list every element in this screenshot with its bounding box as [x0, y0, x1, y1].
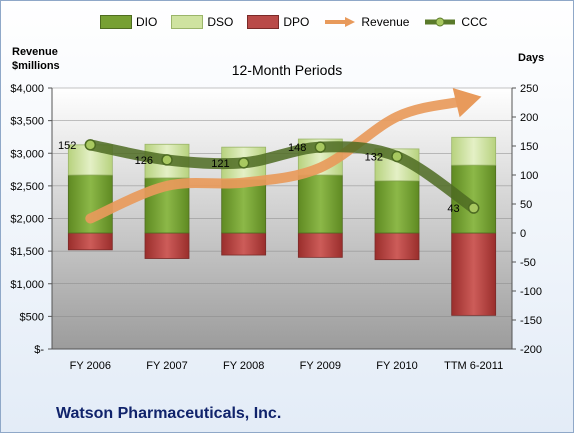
dio-swatch — [100, 15, 132, 29]
ccc-point — [314, 141, 327, 153]
dso-bar — [451, 136, 497, 166]
y-left-tick-label: $1,500 — [10, 246, 44, 258]
dpo-bar — [144, 232, 190, 259]
y-right-tick-label: 150 — [520, 141, 538, 153]
dso-swatch — [171, 15, 204, 29]
ccc-point — [391, 150, 403, 163]
revenue-arrowhead — [452, 88, 482, 118]
company-name: Watson Pharmaceuticals, Inc. — [56, 405, 282, 422]
y-left-tick-label: $500 — [20, 311, 44, 323]
y-left-tick-label: $- — [34, 344, 44, 356]
chart-title: 12-Month Periods — [231, 62, 343, 78]
x-tick-label: FY 2007 — [146, 360, 187, 372]
y-axis-left-label-line: Revenue — [12, 46, 58, 58]
x-tick-label: TTM 6-2011 — [444, 360, 503, 372]
ccc-point — [161, 154, 173, 166]
dio-bar — [221, 179, 267, 234]
legend-ccc-label: CCC — [461, 15, 488, 29]
y-axis-left-label-line: $millions — [12, 60, 60, 72]
legend-revenue: Revenue — [323, 15, 409, 29]
y-right-tick-label: 200 — [520, 112, 538, 124]
ccc-line-icon — [425, 17, 456, 27]
dpo-bar — [221, 232, 267, 256]
y-left-tick-label: $4,000 — [10, 83, 44, 95]
x-tick-label: FY 2008 — [223, 360, 264, 372]
dio-bar — [297, 174, 343, 234]
ccc-data-label: 43 — [447, 203, 459, 215]
dio-bar — [374, 180, 420, 234]
chart-legend: DIO DSO DPO Revenue CCC — [100, 10, 501, 34]
y-left-tick-label: $3,000 — [10, 148, 44, 160]
ccc-data-label: 148 — [288, 142, 306, 154]
dpo-swatch — [247, 15, 280, 29]
y-right-tick-label: 50 — [520, 199, 532, 211]
dpo-bar — [67, 232, 113, 251]
x-tick-label: FY 2006 — [70, 360, 111, 372]
y-right-tick-label: 250 — [520, 83, 538, 95]
ccc-point — [467, 202, 480, 214]
ccc-point — [237, 157, 250, 169]
y-right-tick-label: -200 — [520, 344, 542, 356]
dio-bar — [67, 174, 113, 234]
ccc-point — [84, 139, 97, 151]
ccc-data-label: 152 — [58, 140, 76, 152]
y-right-tick-label: 0 — [520, 228, 526, 240]
legend-dpo: DPO — [247, 15, 309, 29]
revenue-arrow-icon — [325, 17, 356, 27]
y-axis-left-label: Revenue $millions — [12, 45, 60, 73]
dpo-bar — [374, 232, 420, 261]
ccc-data-label: 132 — [365, 151, 383, 163]
legend-ccc: CCC — [423, 15, 487, 29]
y-axis-right-label: Days — [518, 52, 545, 64]
y-left-tick-label: $2,000 — [10, 214, 44, 226]
ccc-data-label: 121 — [211, 158, 229, 170]
y-left-tick-label: $1,000 — [10, 279, 44, 291]
y-right-tick-label: -50 — [520, 257, 536, 269]
y-right-tick-label: -100 — [520, 286, 542, 298]
dpo-bar — [297, 232, 343, 258]
legend-dio-label: DIO — [136, 15, 158, 29]
y-left-tick-label: $3,500 — [10, 116, 44, 128]
legend-dpo-label: DPO — [283, 15, 310, 29]
y-right-tick-label: -150 — [520, 315, 542, 327]
legend-dio: DIO — [100, 15, 157, 29]
legend-dso: DSO — [171, 15, 233, 29]
y-right-tick-label: 100 — [520, 170, 538, 182]
y-left-tick-label: $2,500 — [10, 181, 44, 193]
ccc-data-label: 126 — [135, 155, 153, 167]
legend-dso-label: DSO — [207, 15, 234, 29]
legend-revenue-label: Revenue — [361, 15, 410, 29]
x-tick-label: FY 2010 — [376, 360, 417, 372]
dpo-bar — [451, 232, 497, 316]
ccc-line — [84, 139, 480, 214]
x-tick-label: FY 2009 — [300, 360, 341, 372]
revenue-line — [85, 96, 466, 224]
